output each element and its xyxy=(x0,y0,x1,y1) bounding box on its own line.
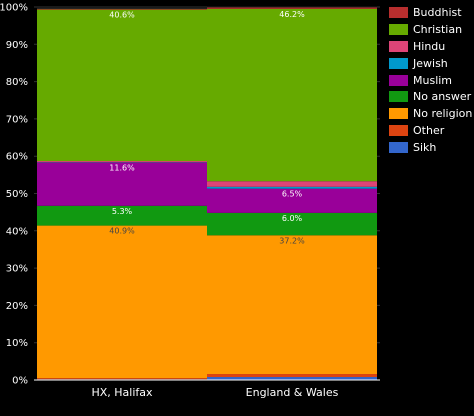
y-tick-label: 90% xyxy=(6,40,28,51)
y-axis: 0% 10% 20% 30% 40% 50% 60% 70% 80% 90% 100% xyxy=(0,3,380,387)
legend-label: Jewish xyxy=(413,56,448,70)
bar-segment-no-answer xyxy=(37,205,207,226)
y-tick-label: 40% xyxy=(6,226,28,237)
legend-label: Christian xyxy=(413,22,463,36)
legend-item-sikh: Sikh xyxy=(389,139,472,156)
x-category-label: HX, Halifax xyxy=(91,386,153,399)
data-label: 46.2% xyxy=(279,10,305,19)
x-category-label: England & Wales xyxy=(246,386,339,399)
data-label: 11.6% xyxy=(109,164,135,173)
bar-segment-no-answer xyxy=(207,212,377,236)
y-tick-label: 30% xyxy=(6,264,28,275)
data-label: 6.5% xyxy=(282,190,303,199)
legend-label: Hindu xyxy=(413,39,446,53)
bar-segment-muslim xyxy=(207,188,377,213)
data-labels: 40.6% 11.6% 5.3% 40.9% 46.2% 6.5% 6.0% 37.2% xyxy=(109,10,305,245)
y-tick-label: 100% xyxy=(0,3,28,14)
y-tick-label: 0% xyxy=(12,376,28,387)
legend-swatch xyxy=(389,125,408,137)
bar-segment-buddhist xyxy=(37,8,207,10)
legend-item-other: Other xyxy=(389,122,472,139)
legend-swatch xyxy=(389,6,408,18)
legend-swatch xyxy=(389,57,408,69)
bar-segment-other xyxy=(207,374,377,378)
y-tick-label: 70% xyxy=(6,114,28,125)
bars xyxy=(37,6,377,380)
legend-item-muslim: Muslim xyxy=(389,72,472,89)
bar-segment-sikh xyxy=(207,377,377,380)
data-label: 5.3% xyxy=(112,207,133,216)
legend-item-hindu: Hindu xyxy=(389,38,472,55)
bar-segment-hindu xyxy=(37,161,207,163)
data-label: 40.6% xyxy=(109,11,135,20)
bar-segment-christian xyxy=(37,9,207,162)
legend: Buddhist Christian Hindu Jewish Muslim No ans… xyxy=(389,4,472,156)
data-label: 6.0% xyxy=(282,214,303,223)
legend-label: Muslim xyxy=(413,73,453,87)
bar-segment-hindu xyxy=(207,181,377,187)
bar-segment-muslim xyxy=(37,162,207,206)
legend-label: No religion xyxy=(413,107,473,121)
legend-item-no-religion: No religion xyxy=(389,105,472,122)
y-tick-label: 60% xyxy=(6,152,28,163)
legend-swatch xyxy=(389,91,408,103)
legend-item-no-answer: No answer xyxy=(389,88,472,105)
legend-item-buddhist: Buddhist xyxy=(389,4,472,21)
legend-swatch xyxy=(389,74,408,86)
y-tick-label: 80% xyxy=(6,77,28,88)
bar-segment-jewish xyxy=(207,186,377,189)
bar-segment-no-religion xyxy=(207,235,377,375)
x-axis: HX, Halifax England & Wales xyxy=(91,386,338,399)
legend-swatch xyxy=(389,142,408,154)
data-label: 37.2% xyxy=(279,236,305,245)
legend-swatch xyxy=(389,108,408,120)
y-tick-label: 20% xyxy=(6,301,28,312)
legend-swatch xyxy=(389,23,408,35)
legend-item-christian: Christian xyxy=(389,21,472,38)
bar-segment-buddhist xyxy=(207,7,377,9)
y-tick-label: 10% xyxy=(6,338,28,349)
legend-item-jewish: Jewish xyxy=(389,55,472,72)
bar-segment-other xyxy=(37,378,207,380)
legend-label: Other xyxy=(413,124,445,138)
data-label: 40.9% xyxy=(109,227,135,236)
legend-label: No answer xyxy=(413,90,472,104)
legend-swatch xyxy=(389,40,408,52)
legend-label: Sikh xyxy=(413,141,437,155)
y-tick-label: 50% xyxy=(6,189,28,200)
legend-label: Buddhist xyxy=(413,5,462,19)
bar-segment-no-religion xyxy=(37,225,207,379)
bar-segment-christian xyxy=(207,8,377,182)
